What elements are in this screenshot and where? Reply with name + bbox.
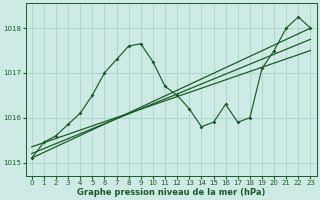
X-axis label: Graphe pression niveau de la mer (hPa): Graphe pression niveau de la mer (hPa) bbox=[77, 188, 265, 197]
